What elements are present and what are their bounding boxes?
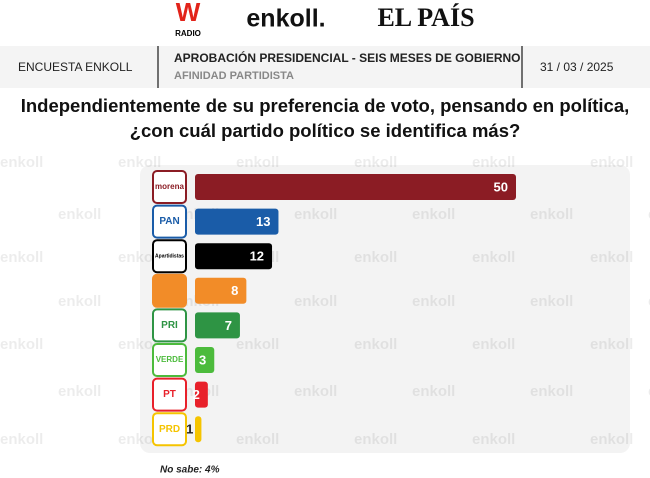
watermark: enkoll [648, 383, 650, 400]
watermark: enkoll [294, 383, 337, 400]
bar [195, 174, 516, 200]
chart-panel [140, 165, 630, 453]
party-logo [152, 343, 187, 377]
party-logo [152, 308, 187, 343]
watermark: enkoll [0, 431, 43, 448]
header-title: APROBACIÓN PRESIDENCIAL - SEIS MESES DE … [174, 50, 521, 65]
watermark: enkoll [472, 154, 515, 171]
party-label: morena [155, 182, 184, 191]
watermark: enkoll [0, 249, 43, 266]
watermark: enkoll [294, 206, 337, 223]
question-line: Independientemente de su preferencia de … [21, 95, 630, 116]
party-logo [152, 170, 187, 204]
party-logo [152, 412, 187, 447]
radio-label: RADIO [175, 29, 201, 38]
value-label: 13 [256, 214, 270, 229]
watermark: enkoll [648, 206, 650, 223]
value-label: 7 [225, 318, 232, 333]
watermark: enkoll [236, 336, 279, 353]
watermark: enkoll [354, 336, 397, 353]
party-label: PT [163, 389, 176, 400]
party-label: PRD [159, 424, 180, 435]
value-label: 2 [193, 387, 200, 402]
watermark: enkoll [530, 383, 573, 400]
value-label: 8 [231, 283, 238, 298]
watermark: enkoll [58, 383, 101, 400]
value-label: 12 [250, 249, 264, 264]
bar [195, 416, 202, 443]
value-label: 50 [494, 179, 508, 194]
watermark: enkoll [354, 249, 397, 266]
header-band [0, 46, 650, 88]
watermark: enkoll [354, 431, 397, 448]
bar [195, 312, 240, 339]
watermark: enkoll [472, 249, 515, 266]
w-logo: W [176, 0, 201, 27]
bar [195, 208, 279, 235]
header-subtitle: AFINIDAD PARTIDISTA [174, 70, 294, 82]
party-logo [152, 239, 187, 274]
value-label: 3 [199, 352, 206, 367]
watermark: enkoll [472, 431, 515, 448]
watermark: enkoll [236, 431, 279, 448]
header-left: ENCUESTA ENKOLL [18, 60, 133, 74]
watermark: enkoll [0, 154, 43, 171]
party-label: PAN [159, 216, 179, 227]
watermark: enkoll [118, 336, 161, 353]
watermark: enkoll [472, 336, 515, 353]
watermark: enkoll [354, 154, 397, 171]
watermark: enkoll [590, 154, 633, 171]
watermark: enkoll [294, 293, 337, 310]
watermark: enkoll [530, 206, 573, 223]
party-logo [152, 273, 187, 308]
party-logo [152, 377, 187, 412]
watermark: enkoll [530, 293, 573, 310]
question-line: ¿con cuál partido político se identifica… [130, 120, 521, 141]
party-label: PRI [161, 320, 178, 331]
party-label: Apartidistas [155, 254, 184, 260]
watermark: enkoll [118, 154, 161, 171]
bar [195, 277, 247, 304]
watermark: enkoll [58, 206, 101, 223]
watermark: enkoll [236, 154, 279, 171]
bar [195, 347, 215, 373]
watermark: enkoll [412, 293, 455, 310]
elpais-logo: EL PAÍS [377, 3, 474, 32]
watermark: enkoll [58, 293, 101, 310]
bar [195, 381, 208, 408]
header-date: 31 / 03 / 2025 [540, 60, 614, 74]
watermark: enkoll [412, 383, 455, 400]
watermark: enkoll [590, 431, 633, 448]
watermark: enkoll [118, 431, 161, 448]
watermark: enkoll [0, 336, 43, 353]
watermark: enkoll [412, 206, 455, 223]
footnote: No sabe: 4% [160, 465, 220, 476]
value-label: 1 [186, 422, 193, 437]
watermark: enkoll [590, 249, 633, 266]
enkoll-logo: enkoll. [246, 5, 325, 33]
party-logo [152, 204, 187, 239]
bar [195, 243, 273, 270]
watermark: enkoll [118, 249, 161, 266]
party-label: VERDE [156, 355, 184, 364]
watermark: enkoll [590, 336, 633, 353]
watermark: enkoll [648, 293, 650, 310]
